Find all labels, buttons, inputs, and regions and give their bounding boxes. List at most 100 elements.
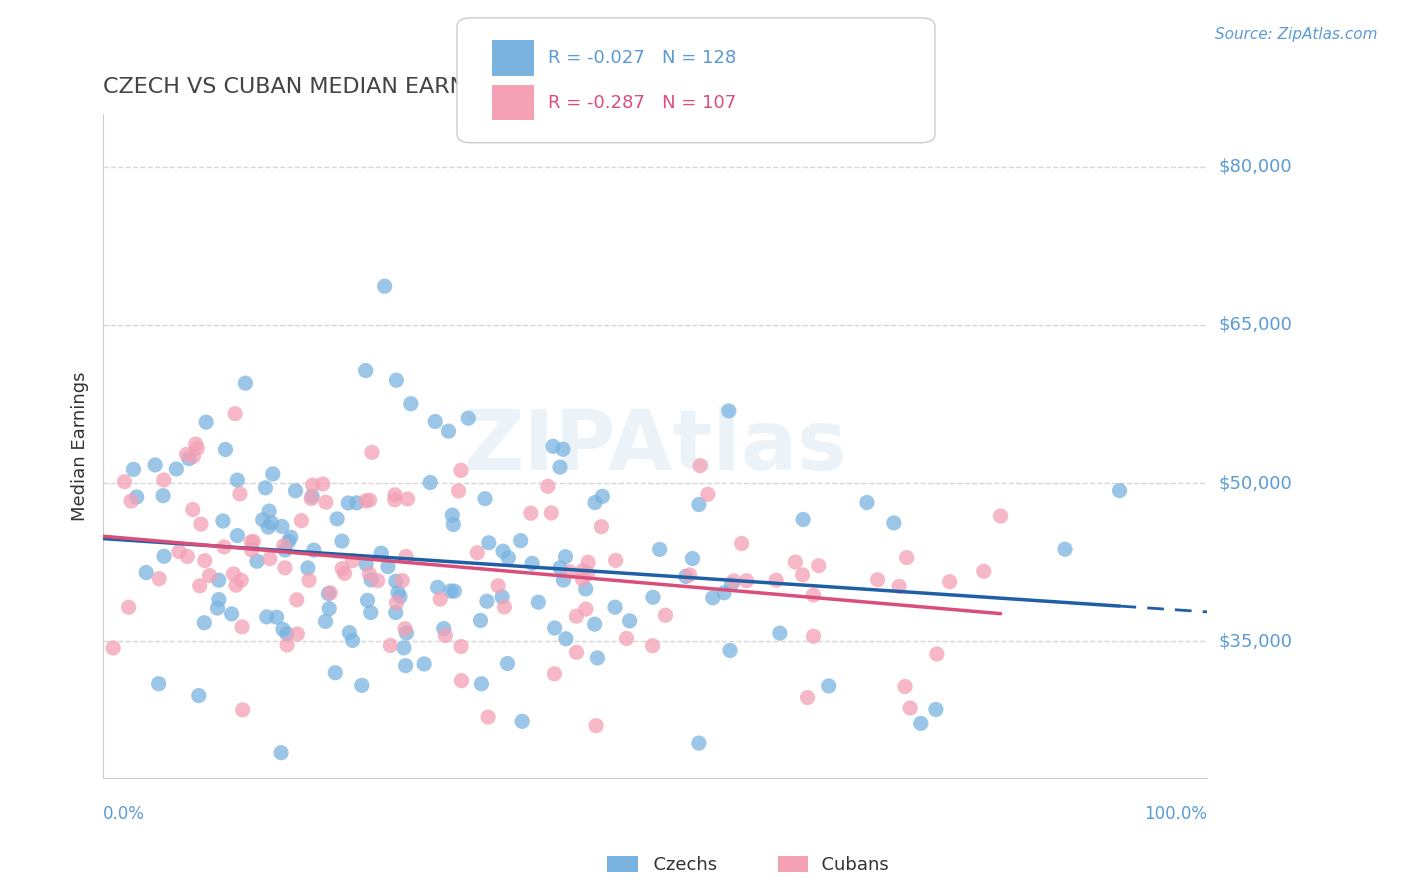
Czechs xyxy=(342,633,364,648)
Czechs xyxy=(925,702,948,716)
Cubans xyxy=(285,627,308,641)
Czechs xyxy=(208,592,231,607)
Cubans xyxy=(354,494,377,508)
Cubans xyxy=(330,561,353,575)
Cubans xyxy=(274,561,297,575)
Cubans xyxy=(616,632,638,646)
Czechs xyxy=(553,573,575,587)
Cubans xyxy=(333,566,356,581)
Text: $35,000: $35,000 xyxy=(1219,632,1292,650)
Cubans xyxy=(572,564,595,578)
Text: ZIPAtlas: ZIPAtlas xyxy=(464,406,848,487)
Cubans xyxy=(359,493,381,508)
Cubans xyxy=(380,639,402,653)
Cubans xyxy=(558,565,581,579)
Czechs xyxy=(548,460,571,475)
Czechs xyxy=(492,544,515,558)
Czechs xyxy=(583,617,606,632)
Cubans xyxy=(190,517,212,532)
Czechs xyxy=(360,573,382,587)
Cubans xyxy=(114,475,136,489)
Czechs xyxy=(356,593,378,607)
Cubans xyxy=(447,483,470,498)
Czechs xyxy=(688,498,710,512)
Czechs xyxy=(883,516,905,530)
Czechs xyxy=(475,594,498,608)
Cubans xyxy=(938,574,960,589)
Cubans xyxy=(605,553,627,567)
Czechs xyxy=(274,543,297,558)
Czechs xyxy=(221,607,243,621)
Czechs xyxy=(212,514,235,528)
Cubans xyxy=(342,554,364,568)
Cubans xyxy=(565,609,588,624)
Czechs xyxy=(385,373,408,387)
Czechs xyxy=(354,363,377,377)
Czechs xyxy=(443,584,465,599)
Czechs xyxy=(252,513,274,527)
Czechs xyxy=(441,517,464,532)
Cubans xyxy=(575,602,598,616)
Czechs xyxy=(254,481,277,495)
Cubans xyxy=(120,494,142,508)
Text: $65,000: $65,000 xyxy=(1219,316,1292,334)
Czechs xyxy=(337,625,360,640)
Czechs xyxy=(702,591,724,605)
Text: Czechs: Czechs xyxy=(619,856,717,874)
Cubans xyxy=(807,558,830,573)
Czechs xyxy=(718,643,741,657)
Cubans xyxy=(152,473,174,487)
Cubans xyxy=(222,566,245,581)
Cubans xyxy=(540,506,562,520)
Cubans xyxy=(434,629,457,643)
Cubans xyxy=(765,573,787,587)
Cubans xyxy=(240,543,263,558)
Czechs xyxy=(195,415,218,429)
Cubans xyxy=(186,442,208,456)
Czechs xyxy=(682,551,704,566)
Czechs xyxy=(478,536,501,550)
Czechs xyxy=(769,626,792,640)
Czechs xyxy=(720,577,742,591)
Czechs xyxy=(586,651,609,665)
Cubans xyxy=(735,574,758,588)
Czechs xyxy=(226,528,249,542)
Czechs xyxy=(377,559,399,574)
Cubans xyxy=(285,592,308,607)
Cubans xyxy=(576,555,599,569)
Czechs xyxy=(688,736,710,750)
Cubans xyxy=(641,639,664,653)
Czechs xyxy=(207,601,229,615)
Czechs xyxy=(470,677,492,691)
Cubans xyxy=(319,586,342,600)
Czechs xyxy=(1108,483,1130,498)
Czechs xyxy=(354,557,377,571)
Cubans xyxy=(298,574,321,588)
Czechs xyxy=(583,495,606,509)
Cubans xyxy=(887,579,910,593)
Czechs xyxy=(543,621,565,635)
Czechs xyxy=(441,508,464,522)
Czechs xyxy=(346,496,368,510)
Cubans xyxy=(394,622,416,636)
Cubans xyxy=(224,407,246,421)
Czechs xyxy=(270,519,292,533)
Cubans xyxy=(898,701,921,715)
Czechs xyxy=(554,632,576,646)
Cubans xyxy=(367,574,389,588)
Czechs xyxy=(271,623,294,637)
Text: Source: ZipAtlas.com: Source: ZipAtlas.com xyxy=(1215,27,1378,42)
Czechs xyxy=(301,489,323,503)
Cubans xyxy=(803,629,825,643)
Czechs xyxy=(426,580,449,594)
Czechs xyxy=(433,622,456,636)
Cubans xyxy=(385,596,408,610)
Czechs xyxy=(302,543,325,558)
Cubans xyxy=(148,572,170,586)
Cubans xyxy=(585,719,607,733)
Czechs xyxy=(384,606,406,620)
Text: CZECH VS CUBAN MEDIAN EARNINGS CORRELATION CHART: CZECH VS CUBAN MEDIAN EARNINGS CORRELATI… xyxy=(103,78,768,97)
Czechs xyxy=(256,610,278,624)
Cubans xyxy=(361,445,384,459)
Czechs xyxy=(541,439,564,453)
